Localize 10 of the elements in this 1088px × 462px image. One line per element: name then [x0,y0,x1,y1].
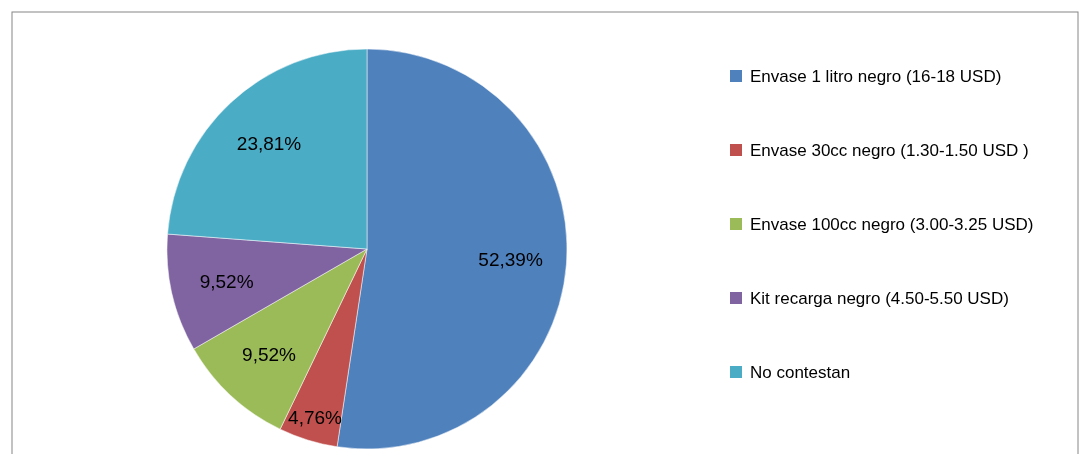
legend-label: Kit recarga negro (4.50-5.50 USD) [750,288,1009,308]
data-label: 9,52% [242,344,297,366]
legend-label: Envase 30cc negro (1.30-1.50 USD ) [750,140,1029,160]
data-label: 52,39% [478,249,543,271]
data-label: 23,81% [236,132,302,154]
data-label: 4,76% [288,406,343,428]
legend-label: Envase 100cc negro (3.00-3.25 USD) [750,214,1034,234]
legend-label: No contestan [750,362,851,382]
data-label: 9,52% [199,270,254,292]
legend-label: Envase 1 litro negro (16-18 USD) [750,66,1002,86]
